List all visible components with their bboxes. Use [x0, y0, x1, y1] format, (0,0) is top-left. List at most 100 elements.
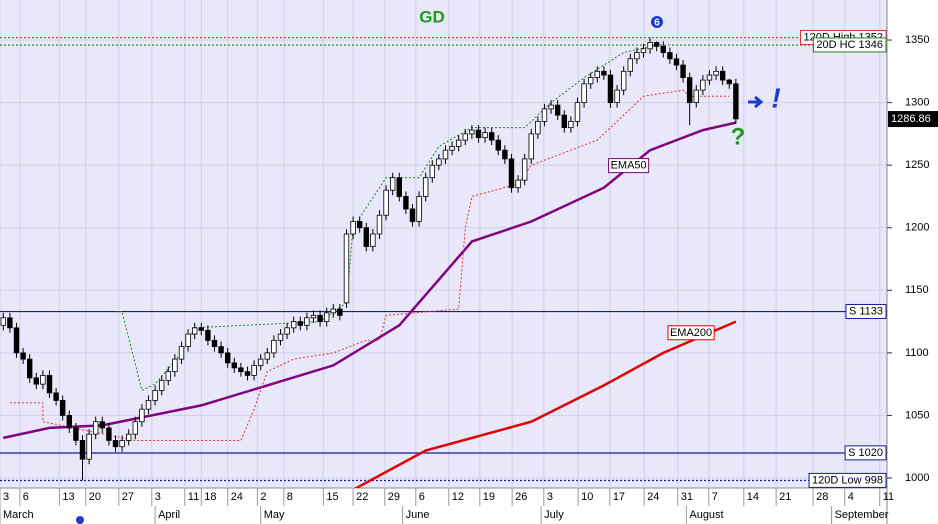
candle-body	[607, 74, 614, 104]
candle-body	[330, 308, 336, 314]
candle-body	[158, 379, 165, 391]
price-tag-label: 1286.86	[891, 113, 931, 125]
candle-body	[112, 440, 119, 448]
y-tick-label: 1100	[905, 347, 929, 359]
candle-body	[0, 317, 6, 326]
candle-body	[614, 89, 620, 104]
candle-body	[257, 358, 264, 366]
x-tick-label: 3	[547, 491, 553, 503]
candle-body	[620, 70, 627, 91]
candle-body	[713, 70, 719, 76]
candle-body	[429, 164, 435, 179]
candle-body	[488, 132, 495, 141]
candle-body	[106, 427, 112, 441]
candle-body	[660, 45, 666, 53]
candle-body	[528, 133, 534, 160]
level-label-box	[812, 37, 887, 53]
candle-body	[601, 70, 607, 76]
x-tick-label: 6	[419, 491, 425, 503]
x-tick-label: 20	[89, 491, 101, 503]
x-tick-label: 10	[581, 491, 593, 503]
candle-body	[53, 392, 59, 401]
x-tick-label: 4	[848, 491, 854, 503]
candle-body	[99, 421, 105, 429]
level-label: S 1020	[848, 447, 883, 459]
candle-body	[86, 433, 92, 460]
x-tick-label: 15	[326, 491, 338, 503]
x-tick-label: 8	[287, 491, 293, 503]
candle-body	[337, 308, 343, 316]
month-label: June	[406, 509, 430, 521]
y-tick-label: 1150	[905, 284, 929, 296]
candle-body	[733, 83, 739, 120]
candle-body	[587, 77, 594, 85]
y-tick-label: 1350	[905, 34, 929, 46]
candle-body	[218, 346, 224, 354]
candle-body	[667, 52, 673, 60]
x-tick-label: 28	[816, 491, 828, 503]
month-label: September	[835, 509, 889, 521]
candle-body	[310, 314, 317, 319]
candle-body	[541, 108, 548, 122]
level-label-box	[845, 303, 887, 319]
candle-body	[482, 132, 488, 139]
axis-background	[887, 0, 938, 524]
candle-body	[172, 358, 178, 373]
candle-body	[363, 227, 369, 247]
price-tag	[888, 111, 938, 128]
x-tick-label: 19	[483, 491, 495, 503]
candle-body	[297, 321, 303, 326]
x-tick-label: 22	[356, 491, 368, 503]
series-label: EMA200	[670, 327, 712, 339]
candle-body	[244, 371, 251, 376]
candle-body	[119, 440, 125, 448]
candle-body	[548, 104, 554, 110]
candle-body	[271, 339, 277, 354]
candle-body	[59, 400, 66, 416]
candle-body	[304, 317, 310, 326]
level-label: 120D Low 998	[812, 474, 883, 486]
candle-body	[653, 42, 660, 47]
candle-body	[475, 129, 482, 139]
y-tick-label: 1000	[905, 472, 929, 484]
candle-body	[73, 427, 79, 441]
candle-body	[20, 352, 26, 360]
candle-body	[251, 364, 257, 376]
x-tick-label: 24	[647, 491, 659, 503]
plot-background	[0, 0, 887, 488]
x-tick-label: 29	[388, 491, 400, 503]
y-tick-label: 1300	[905, 97, 929, 109]
line-series	[9, 89, 730, 441]
annotation: 6	[654, 18, 660, 29]
candle-body	[224, 352, 231, 364]
line-series	[115, 44, 657, 392]
candle-body	[680, 64, 686, 78]
candle-body	[152, 389, 158, 401]
candle-body	[139, 408, 145, 423]
candle-body	[581, 83, 587, 104]
annotation: !	[771, 82, 780, 113]
annotation: ?	[731, 123, 746, 150]
x-tick-label: 27	[122, 491, 134, 503]
candle-body	[568, 120, 574, 129]
candle-body	[125, 433, 132, 441]
x-tick-label: 2	[260, 491, 266, 503]
candle-body	[422, 177, 429, 197]
level-label-box	[844, 445, 887, 461]
candle-body	[515, 179, 521, 189]
x-tick-label: 14	[747, 491, 759, 503]
candle-body	[508, 158, 515, 189]
candle-body	[66, 415, 72, 429]
candle-body	[416, 196, 422, 222]
candle-body	[455, 139, 462, 147]
candle-body	[436, 158, 442, 166]
x-tick-label: 7	[712, 491, 718, 503]
candle-body	[205, 329, 211, 341]
marker	[651, 16, 663, 28]
candle-body	[535, 120, 541, 135]
candle-body	[370, 233, 376, 247]
candle-body	[640, 48, 647, 53]
candle-body	[343, 233, 350, 304]
candle-body	[634, 52, 640, 60]
candle-body	[442, 149, 449, 160]
